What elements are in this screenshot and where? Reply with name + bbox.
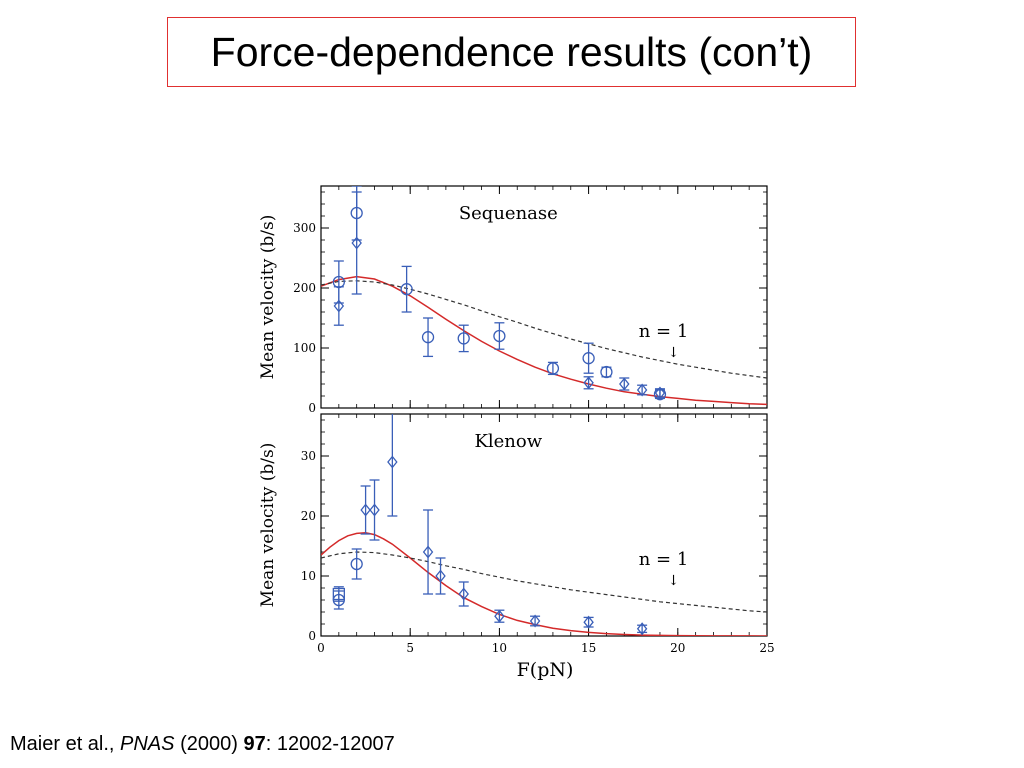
fit-curve bbox=[321, 532, 767, 636]
annotation-label: n = 1 bbox=[639, 321, 689, 342]
citation-pages: : 12002-12007 bbox=[265, 733, 395, 755]
annotation-arrow: ↓ bbox=[668, 573, 680, 589]
data-point-circle bbox=[421, 331, 435, 344]
data-point-diamond bbox=[435, 569, 446, 583]
data-point-diamond bbox=[654, 386, 666, 400]
data-point-circle bbox=[600, 365, 613, 379]
panel-sequenase: 0 100 200 300 Mean velocity (b/s) Sequenase n … bbox=[258, 185, 768, 415]
data-point-diamond bbox=[619, 377, 630, 391]
annotation-arrow: ↓ bbox=[668, 345, 680, 361]
plot-area bbox=[321, 186, 767, 406]
plot-frame bbox=[320, 185, 768, 409]
plot-frame bbox=[320, 413, 768, 637]
y-tick-label: 20 bbox=[301, 509, 316, 523]
citation-journal: PNAS bbox=[120, 733, 175, 755]
x-tick-label: 15 bbox=[581, 641, 596, 655]
y-axis-label: Mean velocity (b/s) bbox=[258, 443, 278, 608]
x-axis-label: F(pN) bbox=[517, 659, 574, 681]
y-tick-label: 0 bbox=[308, 629, 316, 643]
plot-area bbox=[321, 414, 767, 636]
y-axis-label: Mean velocity (b/s) bbox=[258, 215, 278, 380]
data-point-square bbox=[332, 587, 345, 601]
data-point-circle bbox=[350, 557, 363, 571]
annotation-label: n = 1 bbox=[639, 549, 689, 570]
citation: Maier et al., PNAS (2000) 97: 12002-1200… bbox=[10, 733, 395, 756]
data-point-diamond bbox=[422, 545, 434, 559]
data-point-circle bbox=[546, 362, 560, 375]
data-point-diamond bbox=[636, 622, 648, 636]
data-point-diamond bbox=[369, 503, 380, 517]
citation-volume: 97 bbox=[243, 733, 266, 755]
data-point-diamond bbox=[360, 503, 371, 517]
data-point-diamond bbox=[494, 609, 505, 623]
citation-authors: Maier et al., bbox=[10, 733, 121, 755]
fit-curve bbox=[321, 275, 767, 406]
slide-title: Force-dependence results (con’t) bbox=[167, 17, 856, 87]
x-tick-label: 0 bbox=[317, 641, 325, 655]
panel-klenow: 0 10 20 30 0 5 10 15 20 25 Mean velocity (b/s) Klen… bbox=[258, 413, 775, 655]
y-tick-label: 100 bbox=[293, 341, 316, 355]
reference-curve-n1 bbox=[321, 551, 767, 613]
data-point-diamond bbox=[458, 587, 469, 601]
citation-year: (2000) bbox=[174, 733, 244, 755]
y-tick-label: 30 bbox=[301, 449, 316, 463]
data-point-diamond bbox=[636, 383, 648, 397]
y-tick-label: 10 bbox=[301, 569, 316, 583]
data-point-circle bbox=[493, 329, 506, 343]
x-tick-label: 25 bbox=[759, 641, 774, 655]
data-point-diamond bbox=[333, 299, 345, 313]
x-tick-label: 10 bbox=[492, 641, 507, 655]
panel-title: Sequenase bbox=[459, 203, 558, 224]
panel-title: Klenow bbox=[474, 431, 542, 452]
data-point-diamond bbox=[351, 236, 362, 250]
data-point-circle bbox=[457, 332, 470, 345]
y-tick-label: 200 bbox=[293, 281, 316, 295]
x-tick-label: 20 bbox=[670, 641, 685, 655]
data-point-circle bbox=[582, 352, 595, 365]
y-tick-label: 0 bbox=[308, 401, 316, 415]
data-point-diamond bbox=[583, 376, 594, 390]
reference-curve-n1 bbox=[321, 280, 767, 379]
data-point-circle bbox=[400, 283, 413, 296]
data-point-diamond bbox=[583, 615, 594, 629]
data-point-diamond bbox=[529, 614, 541, 628]
x-tick-label: 5 bbox=[406, 641, 414, 655]
y-tick-label: 300 bbox=[293, 221, 316, 235]
data-point-diamond bbox=[387, 455, 398, 469]
